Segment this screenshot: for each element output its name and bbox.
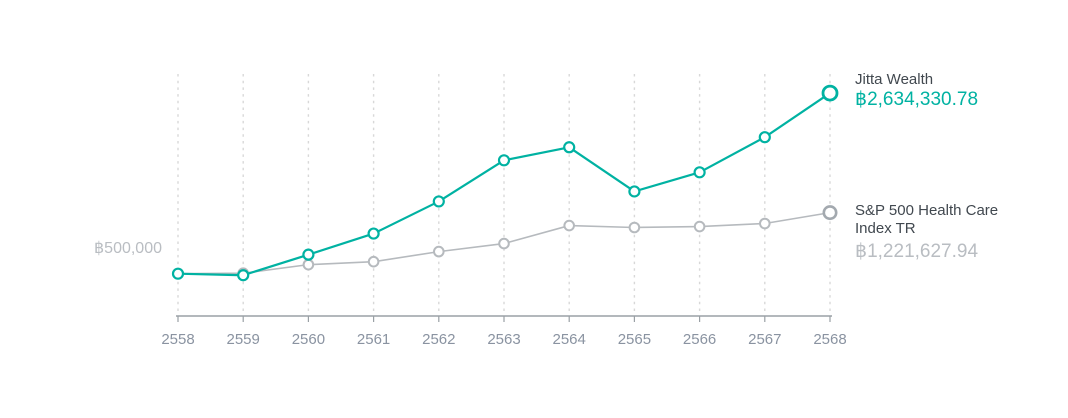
- x-axis-label: 2563: [487, 331, 520, 348]
- jitta-marker[interactable]: [758, 131, 771, 144]
- jitta-marker[interactable]: [302, 248, 315, 261]
- sp500-series-label-line1: S&P 500 Health Care: [855, 202, 999, 219]
- x-axis-label: 2559: [227, 331, 260, 348]
- jitta-wealth-value: ฿2,634,330.78: [855, 89, 979, 110]
- x-axis-label: 2566: [683, 331, 716, 348]
- x-axis-label: 2560: [292, 331, 325, 348]
- x-axis-label: 2562: [422, 331, 455, 348]
- jitta-wealth-series-label: Jitta Wealth: [855, 71, 934, 88]
- sp500-marker[interactable]: [693, 220, 706, 233]
- sp500-marker[interactable]: [822, 205, 838, 221]
- sp500-marker[interactable]: [759, 217, 771, 230]
- jitta-marker[interactable]: [237, 269, 250, 282]
- jitta-marker[interactable]: [628, 185, 641, 198]
- jitta-marker[interactable]: [563, 141, 576, 154]
- sp500-marker[interactable]: [498, 237, 510, 250]
- sp500-marker[interactable]: [302, 258, 315, 271]
- jitta-marker[interactable]: [693, 166, 706, 179]
- sp500-series-label: S&P 500 Health Care Index TR: [855, 202, 998, 237]
- baseline-amount-label: ฿500,000: [93, 240, 162, 257]
- sp500-marker[interactable]: [628, 221, 641, 234]
- x-axis-label: 2567: [748, 331, 781, 348]
- x-axis-label: 2568: [813, 331, 846, 348]
- jitta-marker[interactable]: [367, 227, 380, 240]
- x-axis-label: 2558: [161, 331, 194, 348]
- sp500-marker[interactable]: [367, 255, 380, 268]
- jitta-marker[interactable]: [497, 154, 511, 167]
- sp500-marker[interactable]: [433, 245, 445, 258]
- x-axis-label: 2565: [618, 331, 651, 348]
- x-axis-label: 2564: [553, 331, 586, 348]
- jitta-marker[interactable]: [432, 195, 445, 208]
- jitta-marker[interactable]: [171, 267, 185, 280]
- sp500-series-label-line2: Index TR: [855, 219, 916, 237]
- x-axis-label: 2561: [357, 331, 390, 348]
- sp500-marker[interactable]: [563, 219, 576, 232]
- jitta-marker[interactable]: [821, 84, 839, 102]
- sp500-value: ฿1,221,627.94: [855, 241, 979, 262]
